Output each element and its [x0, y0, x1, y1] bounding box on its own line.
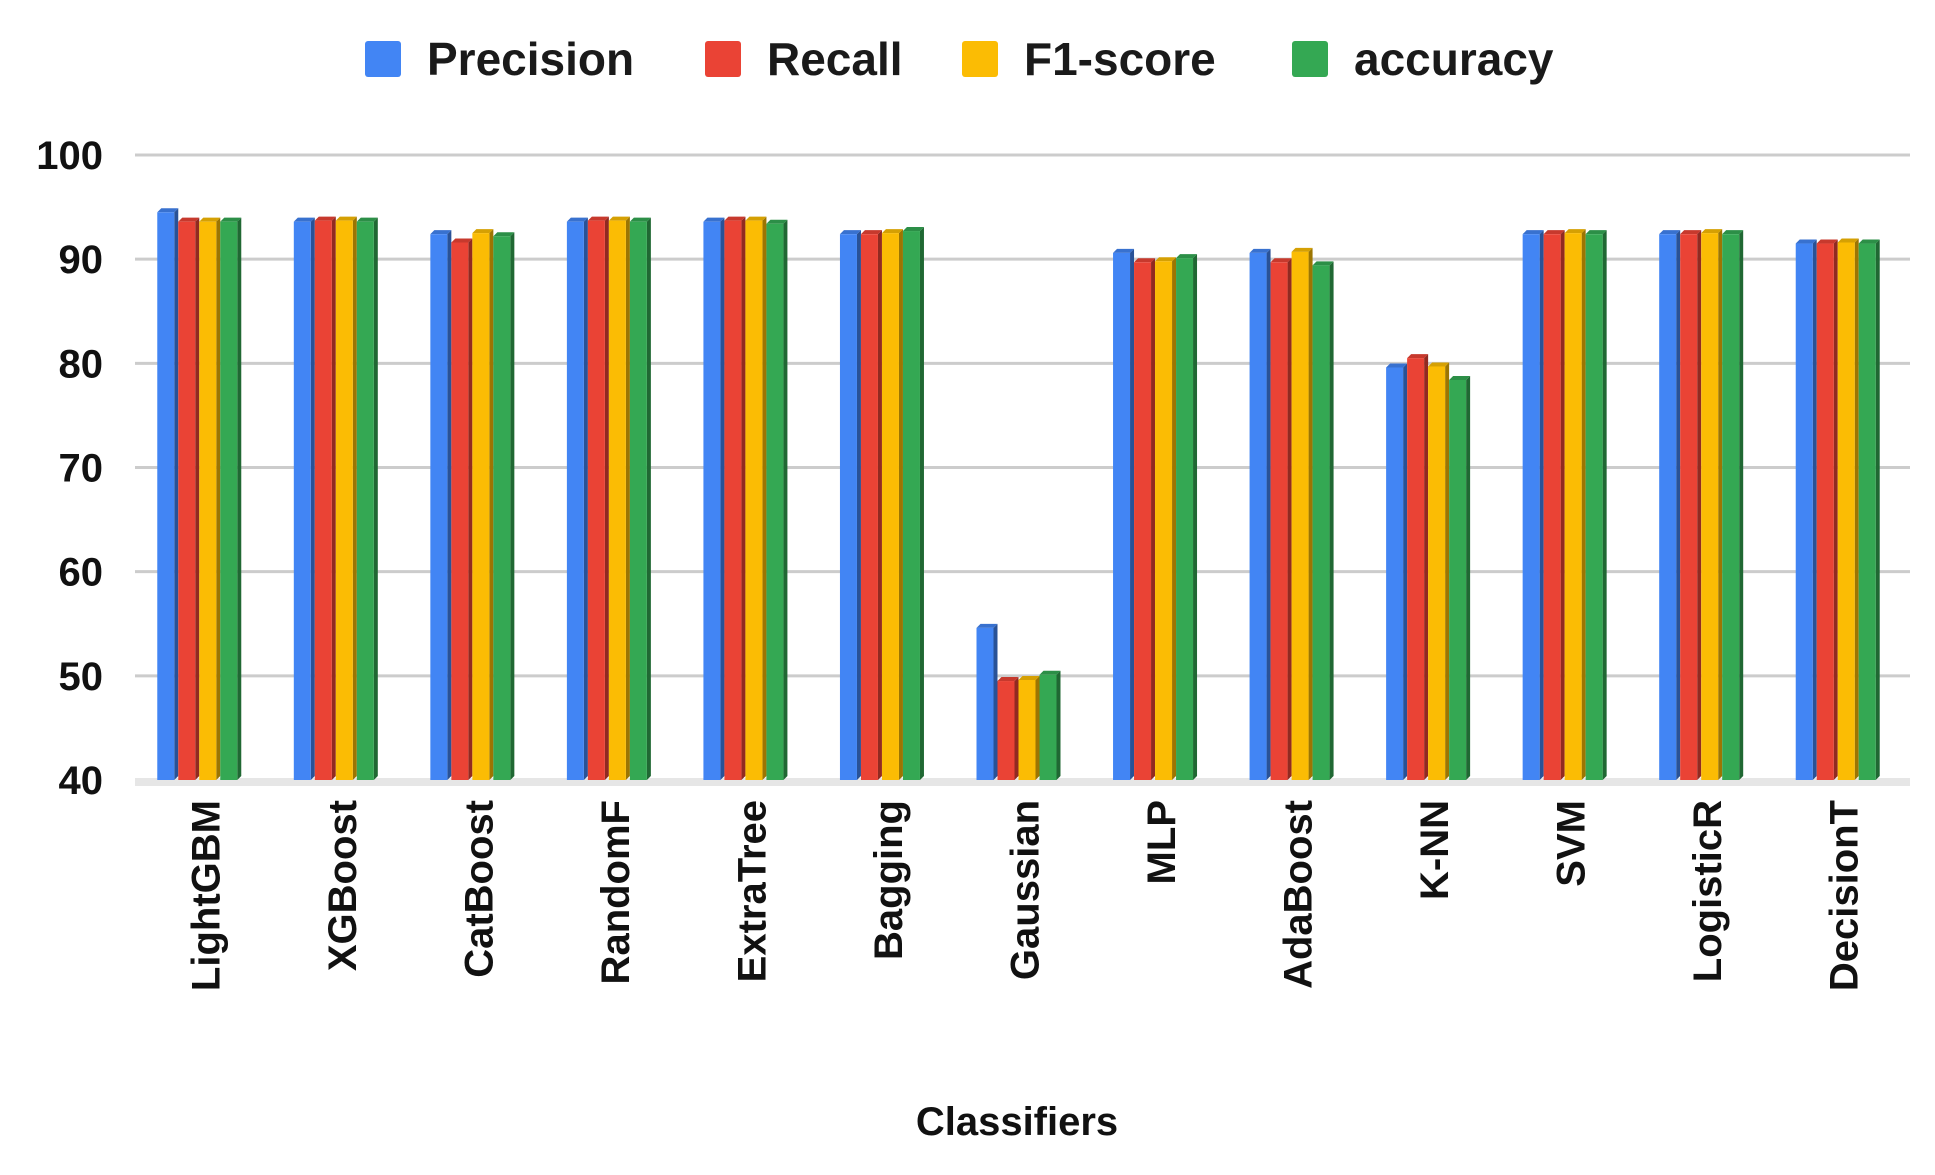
bar-svm-recall: [1543, 230, 1565, 780]
bar-randomf-recall: [587, 216, 609, 780]
legend-swatch-f1-score: [962, 41, 998, 77]
floor-band: [135, 778, 1910, 786]
bar-k-nn-precision: [1386, 363, 1408, 780]
bar-decisiont-accuracy: [1858, 239, 1880, 780]
bar-gaussian-precision: [976, 623, 998, 780]
bar-k-nn-f1-score: [1428, 362, 1450, 780]
y-tick-label-50: 50: [59, 655, 104, 699]
x-tick-label-svm: SVM: [1550, 800, 1594, 887]
y-tick-label-60: 60: [59, 551, 104, 595]
legend-label-accuracy: accuracy: [1354, 33, 1554, 85]
bar-decisiont-recall: [1816, 239, 1838, 780]
legend-label-recall: Recall: [767, 33, 903, 85]
x-tick-label-extratree: ExtraTree: [730, 800, 774, 982]
bar-extratree-accuracy: [766, 219, 788, 780]
bar-randomf-f1-score: [608, 216, 630, 780]
bar-bagging-accuracy: [902, 227, 924, 780]
bar-svm-accuracy: [1585, 230, 1607, 780]
x-axis: LightGBM XGBoost CatBoost RandomF ExtraTree B…: [184, 800, 1866, 991]
bar-mlp-precision: [1113, 248, 1135, 780]
x-tick-label-xgboost: XGBoost: [321, 800, 365, 971]
bar-svm-precision: [1522, 230, 1544, 780]
x-tick-label-logisticr: LogisticR: [1686, 800, 1730, 982]
bar-mlp-recall: [1134, 258, 1156, 781]
bar-catboost-recall: [451, 238, 473, 780]
legend: Precision Recall F1-score accuracy: [365, 33, 1554, 85]
bar-randomf-accuracy: [629, 217, 651, 780]
bar-adaboost-accuracy: [1312, 261, 1334, 781]
bar-catboost-f1-score: [472, 229, 494, 780]
bar-catboost-precision: [430, 230, 452, 780]
x-tick-label-k-nn: K-NN: [1413, 800, 1457, 900]
bar-lightgbm-accuracy: [220, 217, 242, 780]
bar-k-nn-accuracy: [1449, 376, 1471, 780]
bar-xgboost-precision: [293, 217, 315, 780]
bar-svm-f1-score: [1564, 229, 1586, 780]
bar-logisticr-recall: [1680, 230, 1702, 780]
bar-bagging-precision: [839, 230, 861, 780]
bar-catboost-accuracy: [493, 232, 515, 780]
bar-xgboost-f1-score: [335, 216, 357, 780]
x-tick-label-bagging: Bagging: [867, 800, 911, 960]
y-tick-label-80: 80: [59, 342, 104, 386]
x-tick-label-gaussian: Gaussian: [1004, 800, 1048, 980]
bar-extratree-precision: [703, 217, 725, 780]
y-tick-label-100: 100: [36, 134, 103, 178]
bar-extratree-recall: [724, 216, 746, 780]
bar-adaboost-recall: [1270, 258, 1292, 781]
bar-k-nn-recall: [1407, 354, 1429, 780]
x-tick-label-mlp: MLP: [1140, 800, 1184, 884]
bar-bagging-recall: [860, 230, 882, 780]
x-tick-label-lightgbm: LightGBM: [184, 800, 228, 991]
y-tick-label-40: 40: [59, 759, 104, 803]
legend-item-accuracy: accuracy: [1292, 33, 1554, 85]
legend-label-f1-score: F1-score: [1024, 33, 1216, 85]
bar-logisticr-f1-score: [1701, 229, 1723, 780]
bar-logisticr-precision: [1659, 230, 1681, 780]
bar-mlp-f1-score: [1155, 257, 1177, 780]
legend-swatch-recall: [705, 41, 741, 77]
x-tick-label-adaboost: AdaBoost: [1277, 800, 1321, 989]
legend-swatch-accuracy: [1292, 41, 1328, 77]
bar-adaboost-precision: [1249, 248, 1271, 780]
bar-logisticr-accuracy: [1722, 230, 1744, 780]
x-tick-label-randomf: RandomF: [594, 800, 638, 984]
legend-item-f1-score: F1-score: [962, 33, 1216, 85]
bar-decisiont-f1-score: [1837, 238, 1859, 780]
bar-decisiont-precision: [1795, 239, 1817, 780]
bar-randomf-precision: [566, 217, 588, 780]
legend-swatch-precision: [365, 41, 401, 77]
x-axis-title: Classifiers: [916, 1100, 1118, 1144]
y-tick-label-90: 90: [59, 238, 104, 282]
bar-lightgbm-precision: [157, 208, 179, 780]
bar-xgboost-accuracy: [356, 217, 378, 780]
bar-xgboost-recall: [314, 216, 336, 780]
legend-item-recall: Recall: [705, 33, 903, 85]
y-axis: 40 50 60 70 80 90 100: [36, 134, 103, 803]
x-tick-label-catboost: CatBoost: [457, 800, 501, 978]
bar-bagging-f1-score: [881, 229, 903, 780]
x-tick-label-decisiont: DecisionT: [1823, 800, 1867, 991]
bar-lightgbm-recall: [178, 217, 200, 780]
bar-extratree-f1-score: [745, 216, 767, 780]
legend-item-precision: Precision: [365, 33, 634, 85]
bar-gaussian-recall: [997, 677, 1019, 780]
bar-gaussian-accuracy: [1039, 670, 1061, 780]
bar-adaboost-f1-score: [1291, 247, 1313, 780]
bar-mlp-accuracy: [1176, 254, 1198, 780]
legend-label-precision: Precision: [427, 33, 634, 85]
bar-gaussian-f1-score: [1018, 676, 1040, 780]
bars: [157, 208, 1880, 781]
y-tick-label-70: 70: [59, 447, 104, 491]
bar-lightgbm-f1-score: [199, 217, 221, 780]
